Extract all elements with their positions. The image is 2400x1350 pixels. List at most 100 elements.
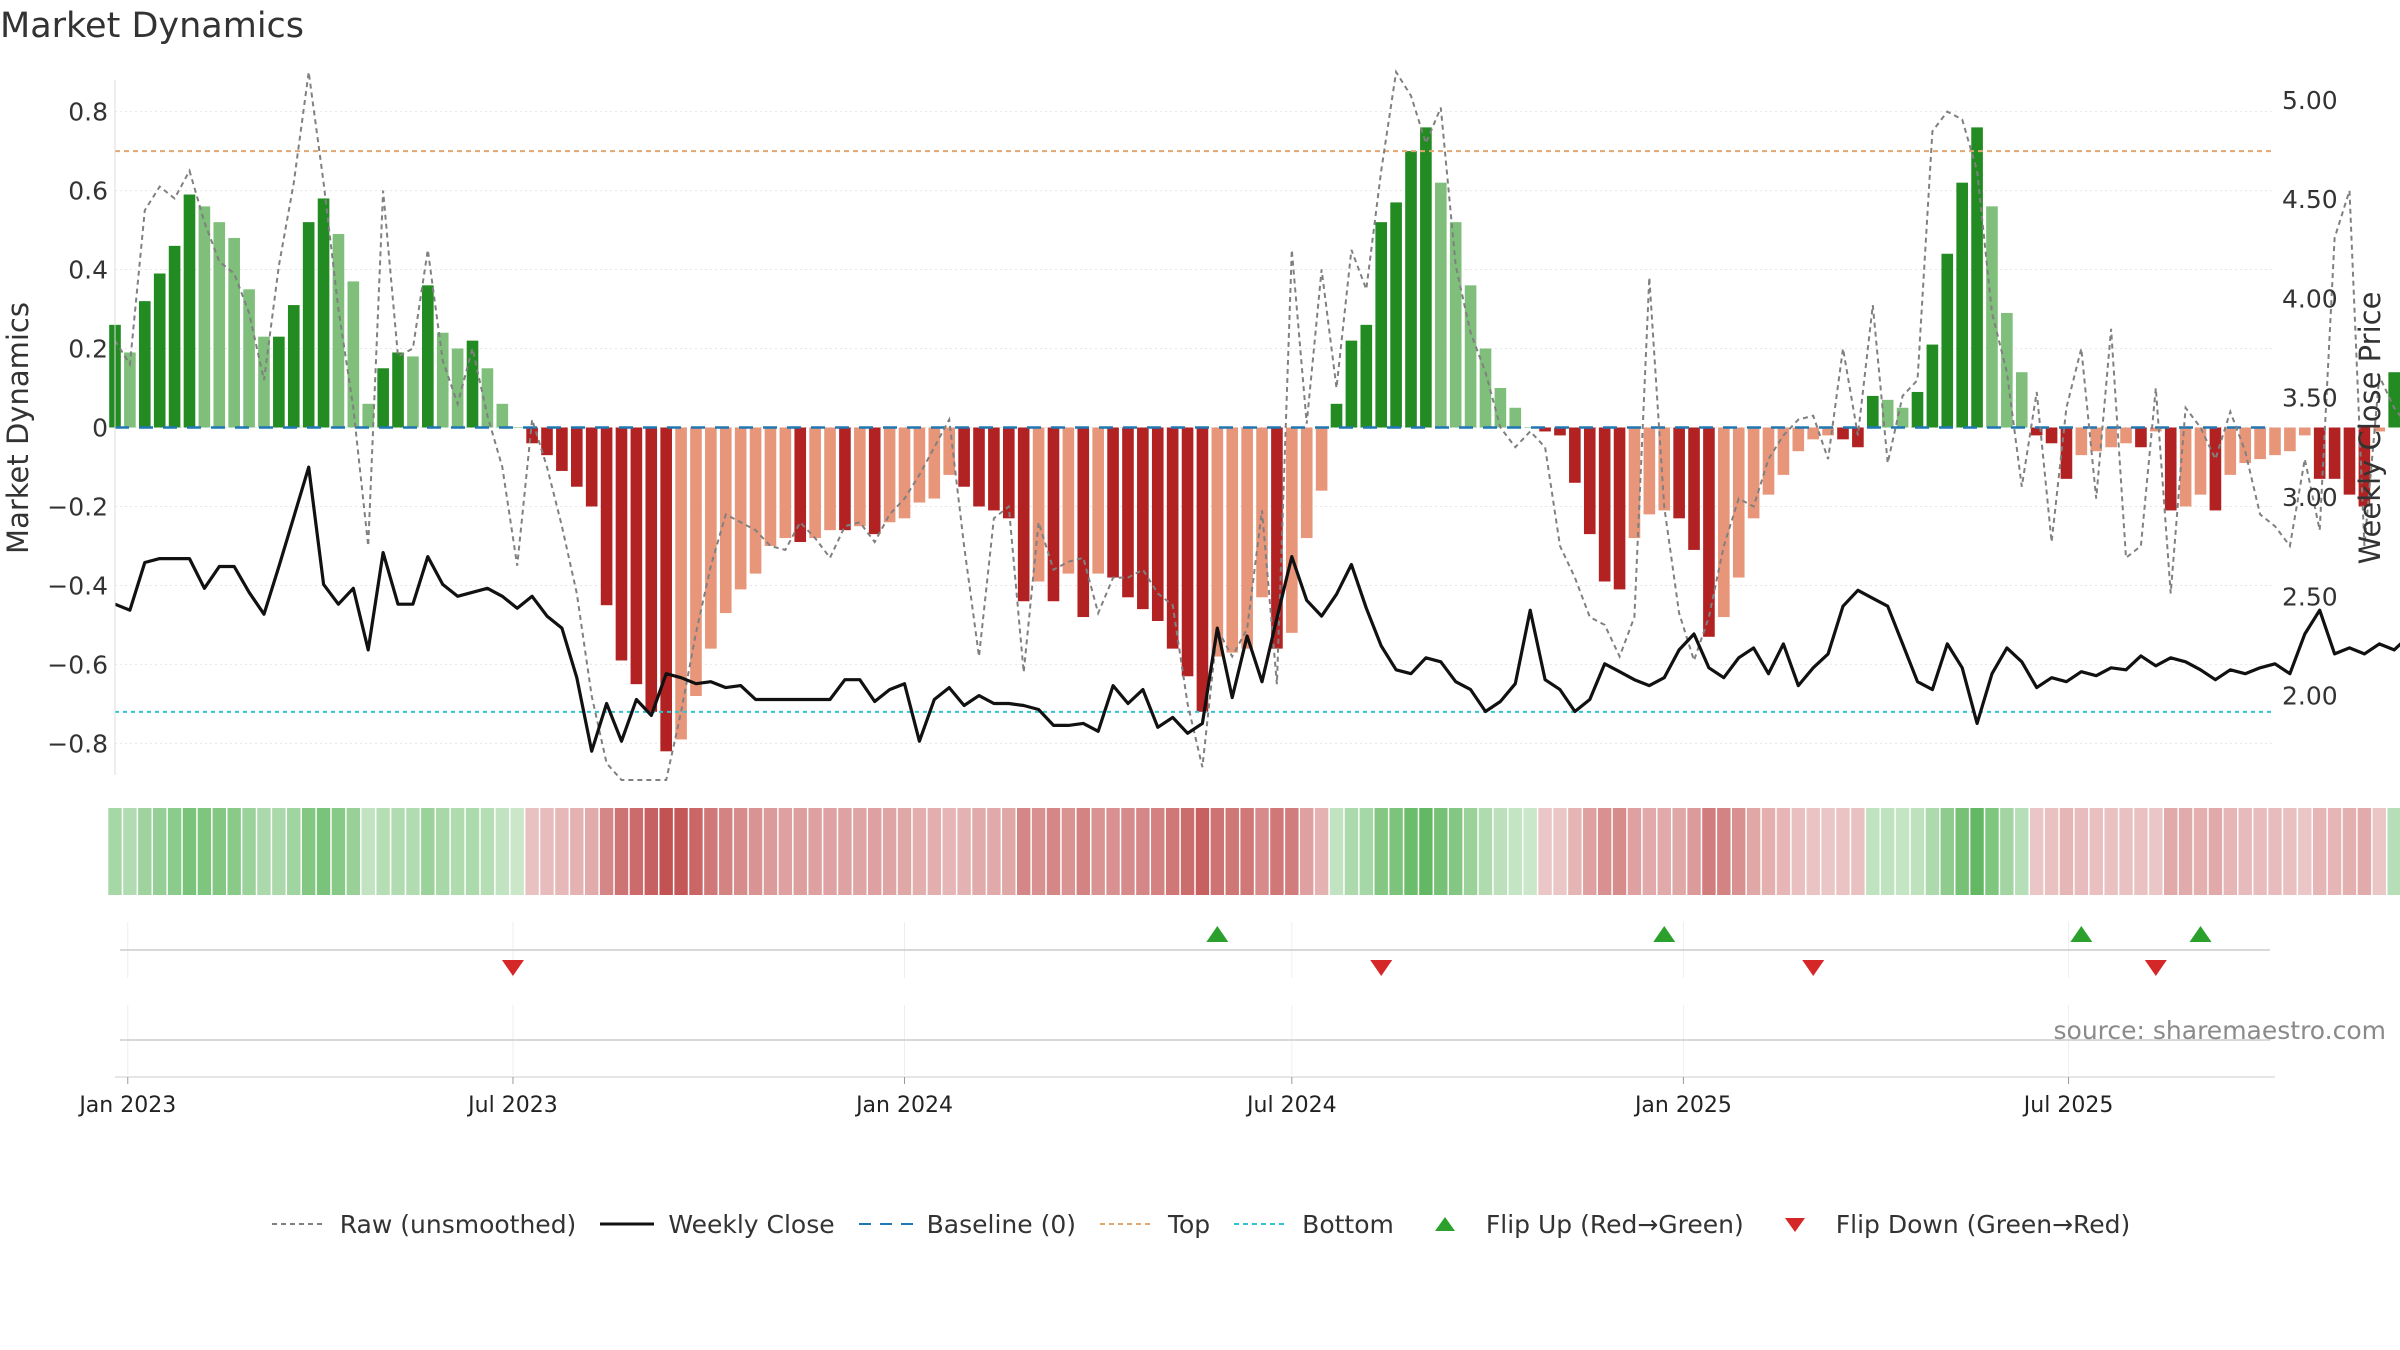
strip-cell xyxy=(733,808,748,895)
legend-swatch xyxy=(271,1223,326,1225)
dynamics-bar xyxy=(1718,427,1730,618)
strip-cell xyxy=(1970,808,1984,895)
legend-swatch xyxy=(600,1222,655,1226)
flip-up-marker xyxy=(2189,926,2212,942)
strip-cell xyxy=(2357,808,2372,895)
strip-cell xyxy=(823,808,837,895)
strip-cell xyxy=(1821,808,1835,895)
dynamics-bar xyxy=(1032,427,1045,582)
dynamics-bar xyxy=(764,427,777,546)
y2-tick-label: 5.00 xyxy=(2282,86,2338,115)
strip-cell xyxy=(1568,808,1582,895)
dynamics-bar xyxy=(1956,182,1968,428)
dynamics-bar xyxy=(302,222,315,428)
dynamics-bar xyxy=(153,273,166,428)
legend-item: Flip Up (Red→Green) xyxy=(1416,1210,1744,1239)
dynamics-bar xyxy=(1241,427,1253,649)
regime-strip xyxy=(108,808,2400,895)
strip-cell xyxy=(853,808,867,895)
dynamics-bar xyxy=(2358,427,2371,507)
x-tick-label: Jan 2023 xyxy=(77,1093,176,1118)
dynamics-bar xyxy=(1583,427,1596,535)
strip-cell xyxy=(1910,808,1925,895)
dynamics-bar xyxy=(1852,427,1864,448)
dynamics-bar xyxy=(1479,348,1492,428)
bottom-panel xyxy=(115,1005,2275,1078)
dynamics-bar xyxy=(1137,427,1149,610)
dynamics-bar xyxy=(1449,222,1462,428)
strip-cell xyxy=(2223,808,2238,895)
strip-cell xyxy=(2372,808,2386,895)
strip-cell xyxy=(361,808,375,895)
strip-cell xyxy=(763,808,778,895)
strip-cell xyxy=(2059,808,2074,895)
dynamics-bar xyxy=(2328,427,2341,479)
dynamics-bar xyxy=(168,245,181,428)
dynamics-bar xyxy=(898,427,911,519)
x-tick-label: Jul 2024 xyxy=(1245,1093,1337,1118)
strip-cell xyxy=(2327,808,2342,895)
strip-cell xyxy=(570,808,584,895)
strip-cell xyxy=(2104,808,2118,895)
legend-triangle-up xyxy=(1434,1217,1455,1231)
dynamics-bar xyxy=(124,352,136,428)
legend-triangle-down xyxy=(1784,1218,1805,1232)
dynamics-bar xyxy=(1434,182,1447,428)
strip-cell xyxy=(1538,808,1552,895)
y2-tick-label: 2.00 xyxy=(2282,682,2338,711)
flip-up-marker xyxy=(1206,926,1229,942)
strip-cell xyxy=(838,808,852,895)
flip-down-marker xyxy=(2144,960,2167,976)
dynamics-bar xyxy=(1330,403,1343,428)
dynamics-bar xyxy=(243,289,255,428)
strip-cell xyxy=(1434,808,1448,895)
dynamics-bar xyxy=(719,427,732,614)
strip-cell xyxy=(629,808,644,895)
legend-label: Top xyxy=(1167,1209,1211,1239)
strip-cell xyxy=(674,808,688,895)
dynamics-bar xyxy=(2015,372,2028,428)
dynamics-bar xyxy=(1077,427,1090,618)
strip-cell xyxy=(1627,808,1642,895)
dynamics-bar xyxy=(913,427,926,503)
legend-swatch xyxy=(1099,1223,1154,1225)
dynamics-bar xyxy=(1911,391,1924,428)
strip-cell xyxy=(808,808,822,895)
dynamics-bar xyxy=(2164,427,2177,511)
strip-cell xyxy=(599,808,614,895)
strip-cell xyxy=(2268,808,2282,895)
dynamics-bar xyxy=(377,368,389,428)
strip-cell xyxy=(138,808,152,895)
strip-cell xyxy=(2298,808,2312,895)
y-axis-left: 0.8 0.6 0.4 0.2 0 −0.2 −0.4 −0.6 −0.8 xyxy=(47,80,116,775)
dynamics-bar xyxy=(1017,427,1030,602)
strip-cell xyxy=(1985,808,1999,895)
strip-cell xyxy=(1031,808,1046,895)
flip-down-marker xyxy=(501,960,524,976)
strip-cell xyxy=(2387,808,2400,895)
x-tick-label: Jul 2023 xyxy=(466,1093,558,1118)
strip-cell xyxy=(1210,808,1225,895)
y2-tick-label: 4.00 xyxy=(2282,284,2338,313)
dynamics-bar xyxy=(1390,202,1402,428)
dynamics-bar xyxy=(2045,427,2058,444)
dynamics-bar xyxy=(1598,427,1611,582)
strip-cell xyxy=(868,808,882,895)
dynamics-bar xyxy=(541,427,553,456)
legend-label: Weekly Close xyxy=(668,1209,835,1239)
dynamics-bar xyxy=(779,427,792,539)
dynamics-bar xyxy=(809,427,821,539)
strip-cell xyxy=(987,808,1001,895)
strip-cell xyxy=(1880,808,1895,895)
dynamics-bar xyxy=(1941,253,1954,428)
strip-cell xyxy=(1553,808,1567,895)
dynamics-bar xyxy=(138,301,151,428)
dynamics-bar xyxy=(1166,427,1179,649)
strip-cell xyxy=(2074,808,2089,895)
dynamics-bar xyxy=(1151,427,1164,621)
strip-cell xyxy=(972,808,986,895)
dynamics-bar xyxy=(1866,395,1879,428)
strip-cell xyxy=(197,808,212,895)
strip-cell xyxy=(1493,808,1508,895)
dynamics-bar xyxy=(317,198,330,428)
